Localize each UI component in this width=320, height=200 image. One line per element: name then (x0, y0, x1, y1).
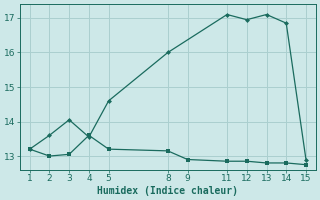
X-axis label: Humidex (Indice chaleur): Humidex (Indice chaleur) (97, 186, 238, 196)
